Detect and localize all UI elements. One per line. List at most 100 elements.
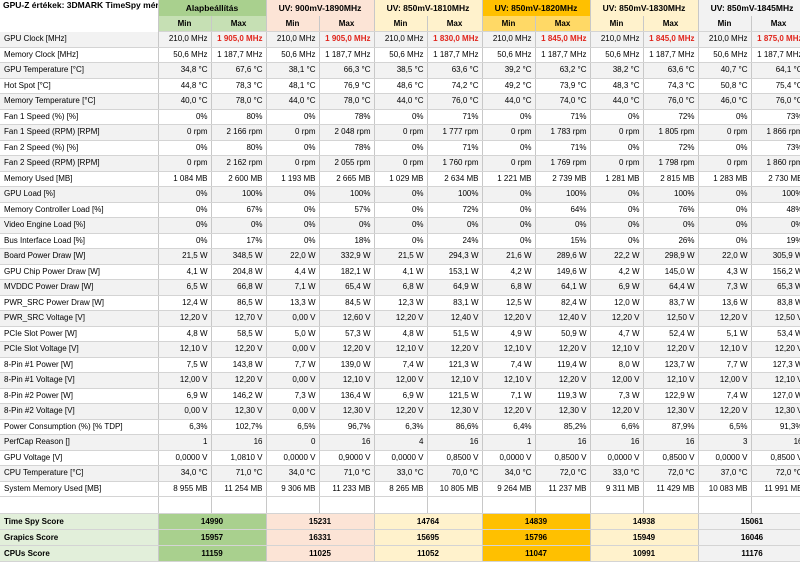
score-value-cell: 16331 xyxy=(266,529,375,546)
max-value-cell: 16 xyxy=(751,434,800,451)
max-value-cell: 2 600 MB xyxy=(211,171,267,187)
max-value-cell: 1 187,7 MHz xyxy=(211,47,267,63)
max-value-cell: 289,6 W xyxy=(535,248,591,265)
score-value-cell: 11159 xyxy=(158,545,267,562)
max-value-cell: 294,3 W xyxy=(427,248,483,265)
min-value-cell: 12,20 V xyxy=(590,310,644,327)
max-value-cell: 0% xyxy=(535,217,591,234)
min-value-cell: 44,0 °C xyxy=(590,93,644,110)
min-value-cell: 12,3 W xyxy=(374,295,428,311)
score-row: CPUs Score 11159 11025 11052 11047 10991 11176 xyxy=(0,545,800,562)
max-value-cell: 17% xyxy=(211,233,267,249)
min-value-cell: 0% xyxy=(158,233,212,249)
max-value-cell: 1 860 rpm xyxy=(751,155,800,172)
min-value-cell: 6,5% xyxy=(698,419,752,435)
table-row: System Memory Used [MB] 8 955 MB 11 254 MB… xyxy=(0,481,800,497)
min-value-cell: 7,3 W xyxy=(266,388,320,404)
max-value-cell: 52,4 W xyxy=(643,326,699,342)
max-value-cell: 2 730 MB xyxy=(751,171,800,187)
max-value-cell: 1 783 rpm xyxy=(535,124,591,141)
max-value-cell: 19% xyxy=(751,233,800,249)
max-value-cell: 64% xyxy=(535,202,591,218)
score-value-cell: 11025 xyxy=(266,545,375,562)
max-value-cell: 1 187,7 MHz xyxy=(319,47,375,63)
min-value-cell: 1 029 MB xyxy=(374,171,428,187)
max-value-cell: 80% xyxy=(211,140,267,156)
max-value-cell: 15% xyxy=(535,233,591,249)
min-value-cell: 4,8 W xyxy=(374,326,428,342)
min-value-cell: 22,0 W xyxy=(698,248,752,265)
min-value-cell: 210,0 MHz xyxy=(698,31,752,48)
max-value-cell: 72,0 °C xyxy=(751,465,800,482)
min-value-cell: 0% xyxy=(590,109,644,125)
min-value-cell: 12,20 V xyxy=(590,403,644,420)
min-header: Min xyxy=(158,16,212,32)
max-header: Max xyxy=(427,16,483,32)
min-value-cell: 38,1 °C xyxy=(266,62,320,79)
max-value-cell: 12,20 V xyxy=(319,341,375,358)
min-value-cell: 12,20 V xyxy=(698,403,752,420)
max-value-cell: 298,9 W xyxy=(643,248,699,265)
max-value-cell: 74,0 °C xyxy=(535,93,591,110)
min-value-cell: 7,3 W xyxy=(698,279,752,296)
max-value-cell: 78% xyxy=(319,109,375,125)
table-row: PCIe Slot Power [W] 4,8 W 58,5 W 5,0 W 57,3 … xyxy=(0,326,800,342)
max-value-cell: 83,8 W xyxy=(751,295,800,311)
max-value-cell: 12,10 V xyxy=(751,372,800,389)
min-value-cell: 40,7 °C xyxy=(698,62,752,79)
min-value-cell: 1 xyxy=(158,434,212,451)
max-value-cell: 11 991 MB xyxy=(751,481,800,497)
score-body: Time Spy Score 14990 15231 14764 14839 14938 1… xyxy=(0,496,800,562)
min-value-cell: 13,6 W xyxy=(698,295,752,311)
max-value-cell: 91,3% xyxy=(751,419,800,435)
max-value-cell: 71% xyxy=(427,109,483,125)
min-value-cell: 0% xyxy=(158,217,212,234)
min-value-cell: 1 221 MB xyxy=(482,171,536,187)
max-value-cell: 119,4 W xyxy=(535,357,591,373)
max-value-cell: 12,30 V xyxy=(535,403,591,420)
min-header: Min xyxy=(590,16,644,32)
min-value-cell: 0% xyxy=(482,233,536,249)
min-value-cell: 48,6 °C xyxy=(374,78,428,94)
min-value-cell: 0% xyxy=(374,217,428,234)
max-value-cell: 123,7 W xyxy=(643,357,699,373)
max-value-cell: 12,70 V xyxy=(211,310,267,327)
score-label: Time Spy Score xyxy=(0,513,159,530)
max-value-cell: 12,20 V xyxy=(535,341,591,358)
min-value-cell: 0 rpm xyxy=(158,124,212,141)
min-value-cell: 48,1 °C xyxy=(266,78,320,94)
max-value-cell: 84,5 W xyxy=(319,295,375,311)
max-value-cell: 24% xyxy=(427,233,483,249)
min-value-cell: 6,8 W xyxy=(374,279,428,296)
min-value-cell: 12,10 V xyxy=(158,341,212,358)
max-value-cell: 83,1 W xyxy=(427,295,483,311)
max-value-cell: 2 634 MB xyxy=(427,171,483,187)
max-value-cell: 1 805 rpm xyxy=(643,124,699,141)
column-header-uv-850mv-1820mhz: UV: 850mV-1820MHz xyxy=(482,0,591,16)
min-max-header-row: Min Max Min Max Min Max Min Max Min Max … xyxy=(0,16,800,32)
max-value-cell: 12,20 V xyxy=(211,341,267,358)
table-row: 8-Pin #1 Power [W] 7,5 W 143,8 W 7,7 W 139,0… xyxy=(0,357,800,373)
min-value-cell: 50,6 MHz xyxy=(590,47,644,63)
score-value-cell: 10991 xyxy=(590,545,699,562)
min-value-cell: 33,0 °C xyxy=(374,465,428,482)
min-value-cell: 0% xyxy=(266,217,320,234)
max-value-cell: 100% xyxy=(211,186,267,203)
min-value-cell: 12,20 V xyxy=(482,403,536,420)
max-value-cell: 100% xyxy=(427,186,483,203)
min-value-cell: 6,3% xyxy=(158,419,212,435)
max-value-cell: 2 048 rpm xyxy=(319,124,375,141)
max-value-cell: 12,20 V xyxy=(751,341,800,358)
min-value-cell: 0% xyxy=(482,140,536,156)
max-value-cell: 73,9 °C xyxy=(535,78,591,94)
score-value-cell: 15949 xyxy=(590,529,699,546)
min-value-cell: 0 rpm xyxy=(158,155,212,172)
min-value-cell: 12,10 V xyxy=(698,341,752,358)
max-value-cell: 66,8 W xyxy=(211,279,267,296)
min-value-cell: 0 rpm xyxy=(266,124,320,141)
row-label: 8-Pin #1 Power [W] xyxy=(0,357,159,373)
score-value-cell: 15796 xyxy=(482,529,591,546)
min-value-cell: 10 083 MB xyxy=(698,481,752,497)
max-value-cell: 64,4 W xyxy=(643,279,699,296)
min-value-cell: 6,9 W xyxy=(590,279,644,296)
